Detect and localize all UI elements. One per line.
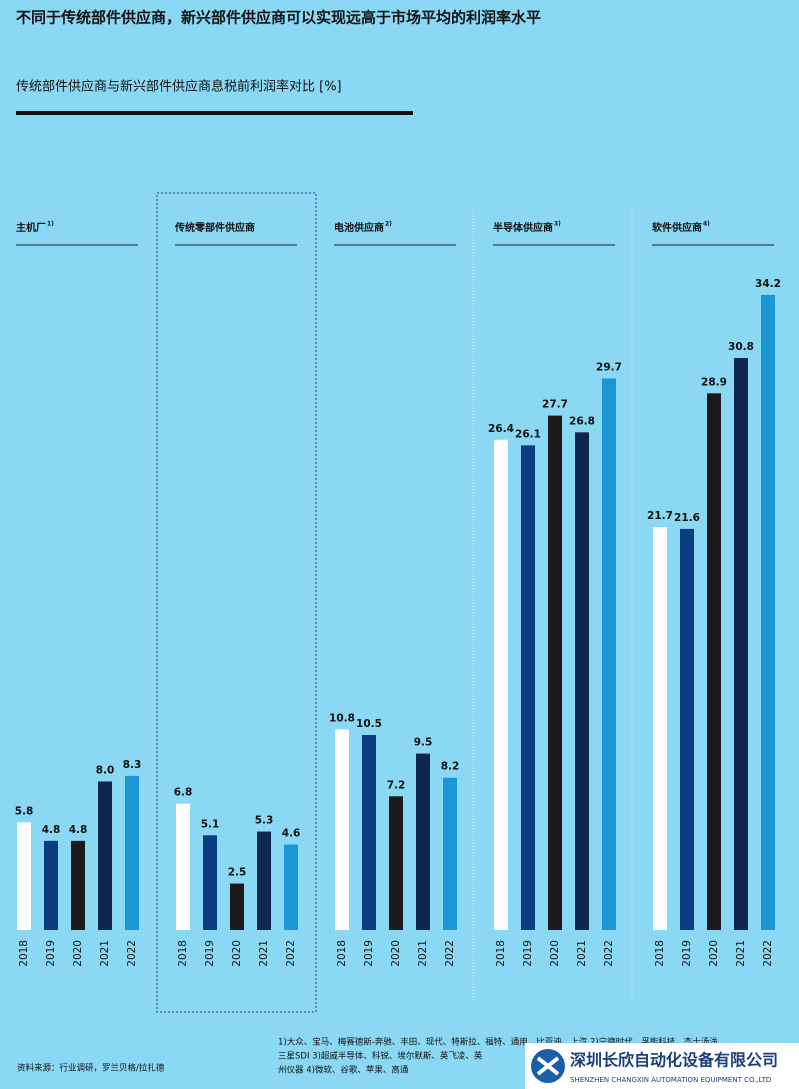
panel-note: 2): [385, 221, 392, 228]
bar: [443, 777, 457, 930]
value-label: 26.8: [569, 415, 595, 427]
x-tick-label: 2021: [417, 940, 429, 967]
x-tick-label: 2019: [45, 940, 57, 967]
bar: [98, 781, 112, 930]
bar: [734, 358, 748, 930]
panel-note: 3): [554, 221, 561, 228]
value-label: 8.3: [123, 759, 142, 771]
value-label: 28.9: [701, 376, 727, 388]
x-tick-label: 2022: [285, 940, 297, 967]
bar: [257, 831, 271, 930]
bar: [548, 415, 562, 931]
x-tick-label: 2022: [762, 940, 774, 967]
bar: [71, 840, 85, 930]
value-label: 34.2: [755, 278, 781, 290]
value-label: 6.8: [174, 787, 193, 799]
x-tick-label: 2021: [258, 940, 270, 967]
bar: [284, 844, 298, 930]
bar: [44, 840, 58, 930]
source: 资料来源：行业调研，罗兰贝格/拉扎德: [17, 1063, 165, 1074]
x-tick-label: 2019: [522, 940, 534, 967]
x-tick-label: 2020: [390, 940, 402, 967]
value-label: 10.5: [356, 718, 382, 730]
value-label: 7.2: [387, 779, 406, 791]
x-tick-label: 2019: [363, 940, 375, 967]
x-tick-label: 2018: [654, 940, 666, 967]
value-label: 4.6: [282, 828, 301, 840]
value-label: 5.8: [15, 805, 34, 817]
logo: 深圳长欣自动化设备有限公司 SHENZHEN CHANGXIN AUTOMATI…: [525, 1043, 799, 1089]
bar: [494, 439, 508, 930]
panel-label: 传统零部件供应商: [174, 221, 255, 234]
x-tick-label: 2020: [708, 940, 720, 967]
logo-bg: [525, 1043, 799, 1089]
value-label: 10.8: [329, 712, 355, 724]
chart-subtitle: 传统部件供应商与新兴部件供应商息税前利润率对比 [%]: [16, 79, 342, 95]
bar: [575, 432, 589, 930]
x-tick-label: 2018: [18, 940, 30, 967]
x-tick-label: 2019: [204, 940, 216, 967]
value-label: 9.5: [414, 737, 433, 749]
panel-note: 4): [703, 221, 710, 228]
bar: [335, 729, 349, 930]
value-label: 8.2: [441, 761, 460, 773]
highlight-box: [156, 192, 317, 1013]
value-label: 5.3: [255, 815, 274, 827]
bar: [203, 835, 217, 930]
value-label: 26.4: [488, 423, 514, 435]
x-tick-label: 2020: [72, 940, 84, 967]
logo-icon-mark: [536, 1056, 560, 1076]
bar: [707, 393, 721, 930]
panel-label: 电池供应商: [334, 221, 384, 234]
x-tick-label: 2021: [99, 940, 111, 967]
value-label: 29.7: [596, 361, 622, 373]
bar: [125, 775, 139, 930]
x-tick-label: 2018: [336, 940, 348, 967]
bar: [17, 822, 31, 930]
bar: [416, 753, 430, 930]
footnote: 1)大众、宝马、梅赛德斯-奔驰、丰田、现代、特斯拉、福特、通用、比亚迪、上汽 2…: [278, 1037, 726, 1048]
x-tick-label: 2018: [177, 940, 189, 967]
logo-name: 深圳长欣自动化设备有限公司: [570, 1051, 778, 1070]
x-tick-label: 2021: [576, 940, 588, 967]
bar: [680, 528, 694, 930]
logo-subtitle: SHENZHEN CHANGXIN AUTOMATION EQUIPMENT C…: [570, 1076, 771, 1084]
value-label: 4.8: [42, 824, 61, 836]
chart-title: 不同于传统部件供应商，新兴部件供应商可以实现远高于市场平均的利润率水平: [16, 9, 541, 27]
bar: [521, 445, 535, 930]
bar: [389, 796, 403, 930]
bar: [362, 735, 376, 930]
value-label: 21.6: [674, 512, 700, 524]
footnote: 州仪器 4)微软、谷歌、苹果、高通: [278, 1065, 409, 1076]
value-label: 4.8: [69, 824, 88, 836]
x-tick-label: 2020: [549, 940, 561, 967]
bar: [761, 294, 775, 930]
x-tick-label: 2022: [444, 940, 456, 967]
value-label: 26.1: [515, 428, 541, 440]
value-label: 27.7: [542, 399, 568, 411]
bar: [653, 527, 667, 930]
x-tick-label: 2020: [231, 940, 243, 967]
bar: [602, 378, 616, 930]
value-label: 2.5: [228, 867, 247, 879]
value-label: 5.1: [201, 818, 220, 830]
value-label: 8.0: [96, 764, 115, 776]
x-tick-label: 2019: [681, 940, 693, 967]
rule: [16, 111, 413, 115]
x-tick-label: 2021: [735, 940, 747, 967]
x-tick-label: 2022: [603, 940, 615, 967]
bar: [176, 803, 190, 930]
panel-label: 主机厂: [16, 221, 46, 234]
panel-label: 软件供应商: [652, 221, 702, 234]
value-label: 30.8: [728, 341, 754, 353]
x-tick-label: 2018: [495, 940, 507, 967]
footnote: 三星SDI 3)超威半导体、科锐、埃尔默斯、英飞凌、英: [278, 1051, 483, 1062]
x-tick-label: 2022: [126, 940, 138, 967]
value-label: 21.7: [647, 510, 673, 522]
panel-note: 1): [47, 221, 54, 228]
bar: [230, 883, 244, 930]
panel-label: 半导体供应商: [493, 221, 553, 234]
